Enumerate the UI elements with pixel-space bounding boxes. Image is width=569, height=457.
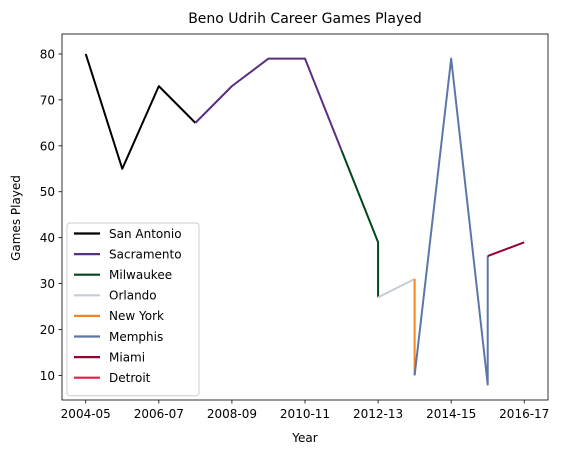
legend-label-miami: Miami bbox=[109, 350, 145, 364]
y-tick-label: 60 bbox=[40, 139, 55, 153]
x-tick-label: 2014-15 bbox=[426, 407, 476, 421]
legend-label-detroit: Detroit bbox=[109, 371, 151, 385]
x-tick-label: 2010-11 bbox=[280, 407, 330, 421]
series-line-san-antonio bbox=[84, 53, 197, 170]
legend-label-sacramento: Sacramento bbox=[109, 247, 182, 261]
x-tick-label: 2012-13 bbox=[353, 407, 403, 421]
x-tick-label: 2008-09 bbox=[207, 407, 257, 421]
y-tick-label: 50 bbox=[40, 185, 55, 199]
x-tick-label: 2006-07 bbox=[134, 407, 184, 421]
legend: San Antonio Sacramento Milwaukee Orlando New… bbox=[66, 222, 200, 397]
x-axis-label: Year bbox=[291, 431, 317, 445]
series-line-miami bbox=[487, 241, 525, 257]
series-line-orlando bbox=[377, 278, 416, 299]
y-tick-label: 40 bbox=[40, 231, 55, 245]
legend-label-new-york: New York bbox=[109, 309, 164, 323]
legend-label-orlando: Orlando bbox=[109, 289, 157, 303]
legend-label-memphis: Memphis bbox=[109, 330, 163, 344]
series-line-memphis bbox=[413, 57, 489, 386]
y-tick-label: 10 bbox=[40, 369, 55, 383]
y-tick-label: 20 bbox=[40, 323, 55, 337]
y-axis-label: Games Played bbox=[9, 175, 23, 261]
legend-label-milwaukee: Milwaukee bbox=[109, 268, 172, 282]
series-line-sacramento bbox=[194, 57, 343, 151]
plot-area: 10 20 30 40 50 60 70 80 2004-05 2006-07 2008-09 201… bbox=[40, 33, 549, 421]
y-tick-label: 80 bbox=[40, 47, 55, 61]
x-tick-label: 2016-17 bbox=[499, 407, 549, 421]
x-tick-label: 2004-05 bbox=[61, 407, 111, 421]
y-tick-label: 70 bbox=[40, 93, 55, 107]
y-tick-label: 30 bbox=[40, 277, 55, 291]
legend-label-san-antonio: San Antonio bbox=[109, 227, 182, 241]
series-line-milwaukee bbox=[340, 150, 380, 298]
legend-box bbox=[66, 222, 200, 397]
chart-title: Beno Udrih Career Games Played bbox=[188, 11, 422, 27]
